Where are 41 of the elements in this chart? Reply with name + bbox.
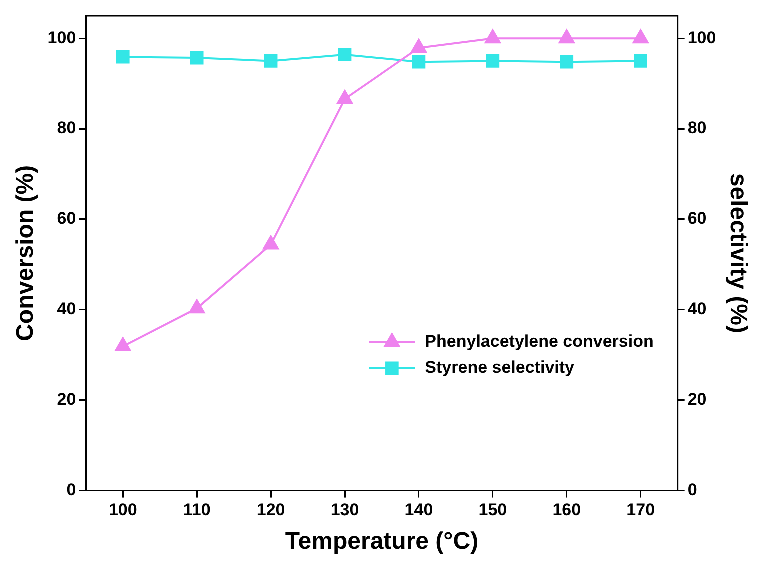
legend-label: Styrene selectivity: [425, 358, 576, 378]
y-axis-title: Conversion (%): [12, 165, 40, 342]
point: [560, 55, 574, 69]
x-tick-label: 160: [552, 500, 582, 520]
y2-axis-title: selectivity (%): [724, 173, 752, 334]
point: [338, 48, 352, 62]
x-tick-label: 130: [330, 500, 360, 520]
x-tick-label: 120: [256, 500, 286, 520]
legend-label: Phenylacetylene conversion: [425, 332, 654, 352]
point: [189, 300, 206, 314]
point: [634, 54, 648, 68]
point: [116, 50, 130, 64]
y2-tick-label: 60: [688, 209, 707, 228]
y-tick-label: 100: [48, 28, 76, 48]
x-axis-title: Temperature (°C): [285, 528, 479, 556]
point: [115, 338, 132, 352]
y2-tick-label: 0: [688, 480, 698, 500]
point: [485, 30, 501, 44]
x-tick-label: 140: [404, 500, 434, 520]
point: [264, 54, 278, 68]
y-tick-label: 80: [57, 118, 76, 138]
point: [190, 51, 204, 65]
x-tick-label: 100: [108, 500, 138, 520]
y2-tick-label: 20: [688, 390, 707, 410]
point: [263, 236, 279, 250]
x-tick-label: 150: [478, 500, 508, 520]
y-tick-label: 60: [57, 209, 76, 228]
point: [411, 39, 427, 54]
point: [558, 30, 575, 44]
point: [486, 54, 500, 68]
y2-tick-label: 100: [688, 28, 716, 48]
point: [632, 30, 649, 44]
point: [412, 55, 426, 69]
y2-tick-label: 40: [688, 300, 707, 319]
x-tick-label: 170: [626, 500, 656, 520]
y2-tick-label: 80: [688, 118, 707, 138]
y-tick-label: 0: [66, 480, 76, 500]
x-tick-label: 110: [183, 500, 211, 520]
point: [337, 90, 353, 104]
y-tick-label: 40: [57, 300, 76, 319]
y-tick-label: 20: [57, 390, 76, 410]
